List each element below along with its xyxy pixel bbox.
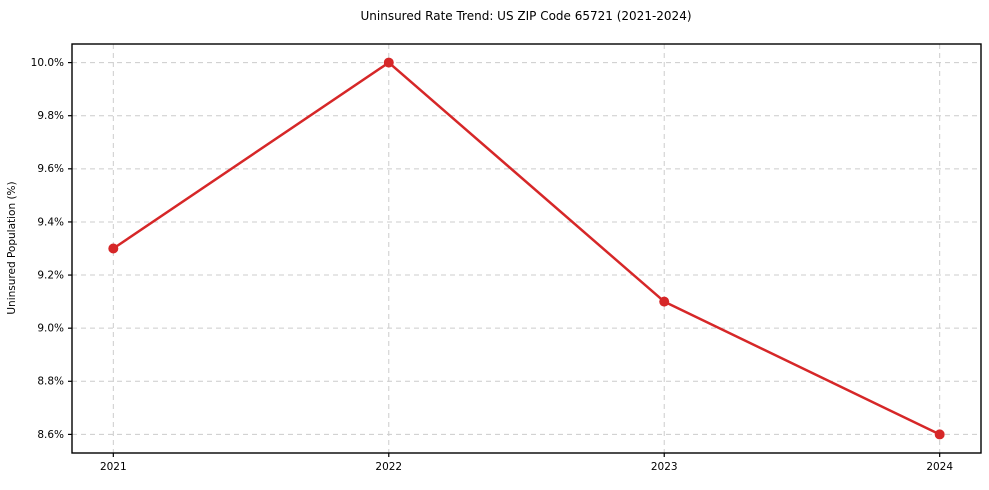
data-point [659, 296, 670, 307]
y-tick-label: 9.0% [37, 323, 64, 335]
y-tick-label: 9.6% [37, 163, 64, 175]
x-tick-label: 2024 [926, 461, 953, 473]
y-tick-label: 8.8% [37, 376, 64, 388]
y-tick-label: 10.0% [31, 57, 64, 69]
data-point [383, 57, 394, 68]
plot-frame [71, 43, 982, 454]
x-tick-label: 2021 [100, 461, 127, 473]
series-layer [108, 57, 945, 440]
axis-layer: 8.6% 8.8% 9.0% 9.2% 9.4% 9.6% 9.8% 10.0% 2021 202… [31, 43, 982, 473]
trend-line [112, 61, 941, 436]
data-point [934, 429, 945, 440]
y-tick-label: 9.2% [37, 269, 64, 281]
y-tick-label: 8.6% [37, 429, 64, 441]
chart-title: Uninsured Rate Trend: US ZIP Code 65721 … [360, 9, 691, 23]
y-tick-label: 9.8% [37, 110, 64, 122]
x-tick-label: 2023 [651, 461, 678, 473]
y-tick-label: 9.4% [37, 216, 64, 228]
data-point [108, 243, 119, 254]
y-axis-label: Uninsured Population (%) [6, 181, 18, 314]
x-tick-label: 2022 [375, 461, 402, 473]
grid-layer [72, 44, 981, 453]
